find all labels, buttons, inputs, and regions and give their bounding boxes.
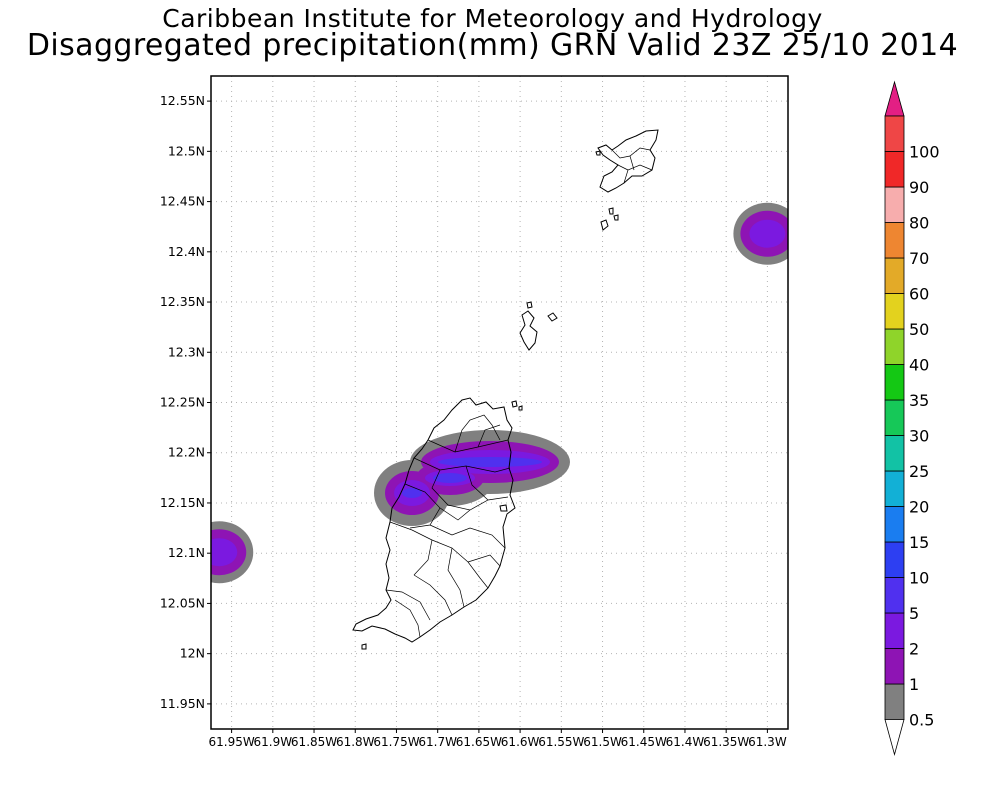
small-islets [361,150,619,650]
lon-tick-label: 61.5W [583,735,622,749]
longitude-axis: 61.95W61.9W61.85W61.8W61.75W61.7W61.65W6… [208,729,787,749]
lon-tick-label: 61.3W [748,735,787,749]
grenada-coastline [352,397,516,643]
colorbar-label: 90 [909,178,929,197]
colorbar-segment [884,577,905,614]
colorbar-label: 10 [909,569,929,588]
colorbar-label: 80 [909,214,929,233]
lat-tick-label: 12.1N [168,545,205,560]
carriacou-coastline [597,129,659,193]
colorbar-segment [884,151,905,188]
ronde-island [519,310,538,351]
colorbar-label: 30 [909,427,929,446]
lat-tick-label: 12.25N [160,395,205,410]
colorbar-segment [884,399,905,436]
colorbar-top-arrow [884,80,905,117]
colorbar-label: 20 [909,498,929,517]
lat-tick-label: 11.95N [160,696,205,711]
colorbar-label: 100 [909,143,940,162]
colorbar-segment [884,683,905,720]
latitude-axis: 12.55N 12.5N 12.45N 12.4N 12.35N 12.3N 12.25N 1… [160,93,211,711]
colorbar-segment [884,435,905,472]
lat-tick-label: 12.4N [168,244,205,259]
colorbar-label: 15 [909,533,929,552]
lon-tick-label: 61.45W [621,735,667,749]
lon-tick-label: 61.7W [418,735,457,749]
grenada-parishes [385,414,511,638]
cell-grenada-north [374,430,570,526]
lon-tick-label: 61.65W [456,735,502,749]
lat-tick-label: 12.05N [160,595,205,610]
colorbar-segment [884,293,905,330]
lon-tick-label: 61.6W [501,735,540,749]
lon-tick-label: 61.8W [336,735,375,749]
colorbar-label: 2 [909,640,919,659]
lat-tick-label: 12.15N [160,495,205,510]
colorbar-label: 25 [909,462,929,481]
colorbar-label: 1 [909,675,919,694]
colorbar-segment [884,186,905,223]
colorbar-segment [884,222,905,259]
colorbar-segment [884,257,905,294]
cell-west-edge [211,521,254,584]
colorbar-label: 40 [909,356,929,375]
lat-tick-label: 12.55N [160,93,205,108]
colorbar-segment [884,612,905,649]
colorbar-bottom-arrow [884,719,905,757]
lat-tick-label: 12N [180,646,205,661]
colorbar-label: 60 [909,285,929,304]
colorbar-label: 0.5 [909,711,934,730]
header-product-title: Disaggregated precipitation(mm) GRN Vali… [26,28,959,63]
lon-tick-label: 61.35W [703,735,749,749]
lon-tick-label: 61.9W [254,735,293,749]
lon-tick-label: 61.95W [208,735,254,749]
lon-tick-label: 61.4W [666,735,705,749]
carriacou-boundaries [611,147,653,184]
lon-tick-label: 61.55W [538,735,584,749]
lon-tick-label: 61.75W [373,735,419,749]
lat-tick-label: 12.2N [168,445,205,460]
coastlines [352,129,659,650]
colorbar-segment [884,328,905,365]
colorbar-label: 70 [909,249,929,268]
colorbar-segment [884,115,905,152]
lat-tick-label: 12.5N [168,143,205,158]
lat-tick-label: 12.3N [168,344,205,359]
lat-tick-label: 12.35N [160,294,205,309]
lat-tick-label: 12.45N [160,194,205,209]
colorbar-label: 5 [909,604,919,623]
colorbar-segment [884,506,905,543]
colorbar-segment [884,364,905,401]
header-org-title: Caribbean Institute for Meteorology and … [162,4,823,33]
colorbar-label: 50 [909,320,929,339]
map-grid [211,76,788,729]
lon-tick-label: 61.85W [291,735,337,749]
colorbar-segment [884,470,905,507]
precipitation-field [211,202,788,584]
colorbar-label: 35 [909,391,929,410]
cell-northeast [733,202,788,265]
colorbar-segment [884,648,905,685]
colorbar-segment [884,541,905,578]
